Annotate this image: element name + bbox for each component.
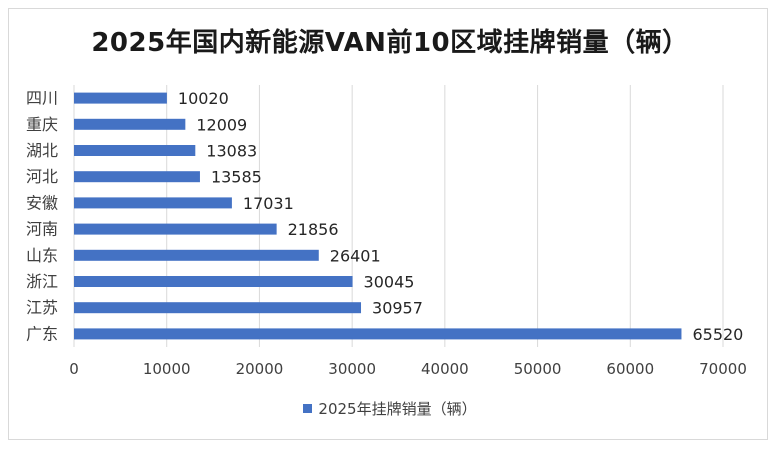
bar-河北 bbox=[74, 171, 200, 183]
bar-河南 bbox=[74, 223, 277, 235]
bar-江苏 bbox=[74, 302, 362, 314]
category-label: 湖北 bbox=[26, 141, 58, 160]
bar-山东 bbox=[74, 249, 319, 261]
x-tick-labels: 0 10000 20000 30000 40000 50000 60000 70000 bbox=[69, 360, 747, 378]
legend: 2025年挂牌销量（辆） bbox=[0, 398, 780, 419]
category-label: 浙江 bbox=[26, 272, 58, 291]
x-tick-label: 70000 bbox=[699, 360, 747, 378]
bar-四川 bbox=[74, 92, 167, 104]
category-label: 四川 bbox=[26, 89, 58, 108]
data-label: 12009 bbox=[196, 115, 247, 134]
data-label: 10020 bbox=[178, 89, 229, 108]
data-label: 30045 bbox=[364, 273, 415, 292]
bar-浙江 bbox=[74, 276, 353, 287]
data-labels: 10020 12009 13083 13585 17031 21856 26401 30045… bbox=[178, 89, 743, 344]
data-label: 21856 bbox=[288, 220, 339, 239]
category-label: 广东 bbox=[26, 324, 58, 343]
data-label: 30957 bbox=[372, 299, 423, 318]
x-tick-label: 40000 bbox=[421, 360, 469, 378]
chart-title: 2025年国内新能源VAN前10区域挂牌销量（辆） bbox=[91, 28, 689, 58]
bar-湖北 bbox=[74, 145, 196, 156]
data-label: 17031 bbox=[243, 194, 294, 213]
category-label: 安徽 bbox=[26, 193, 58, 212]
data-label: 26401 bbox=[330, 246, 381, 265]
category-label: 山东 bbox=[26, 246, 58, 265]
x-tick-label: 30000 bbox=[328, 360, 376, 378]
x-tick-label: 60000 bbox=[606, 360, 654, 378]
x-tick-label: 20000 bbox=[236, 360, 284, 378]
bar-安徽 bbox=[74, 197, 232, 209]
x-tick-label: 10000 bbox=[143, 360, 191, 378]
data-label: 13585 bbox=[211, 168, 262, 187]
x-tick-label: 0 bbox=[69, 360, 79, 378]
legend-label: 2025年挂牌销量（辆） bbox=[318, 400, 477, 418]
category-label: 重庆 bbox=[26, 115, 58, 134]
legend-swatch bbox=[303, 404, 313, 413]
data-label: 13083 bbox=[206, 142, 257, 161]
bar-重庆 bbox=[74, 118, 186, 130]
data-label: 65520 bbox=[692, 325, 743, 344]
category-label: 河南 bbox=[26, 220, 58, 239]
category-label: 河北 bbox=[26, 167, 58, 186]
bars bbox=[74, 92, 682, 340]
bar-广东 bbox=[74, 328, 682, 340]
x-tick-label: 50000 bbox=[514, 360, 562, 378]
category-label: 江苏 bbox=[26, 298, 58, 317]
